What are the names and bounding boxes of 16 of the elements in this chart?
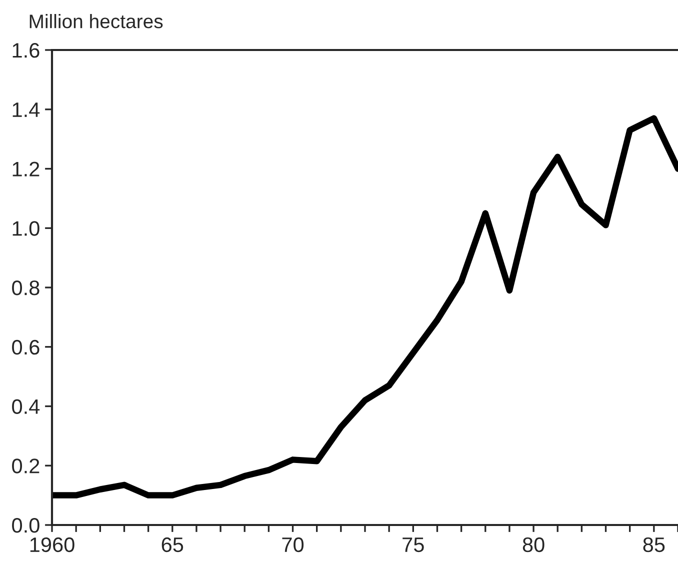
y-tick-label: 1.6 bbox=[12, 43, 40, 58]
x-tick-label: 80 bbox=[522, 537, 544, 552]
y-tick-label: 0.8 bbox=[12, 280, 40, 296]
y-tick-label: 1.4 bbox=[12, 102, 40, 117]
x-tick-label: 65 bbox=[162, 537, 184, 552]
y-tick-label: 0.0 bbox=[12, 518, 40, 533]
x-tick-label: 85 bbox=[643, 537, 665, 552]
y-tick-label: 1.0 bbox=[12, 221, 40, 236]
y-tick-label: 0.2 bbox=[12, 458, 40, 474]
x-tick-label: 70 bbox=[282, 537, 304, 552]
x-tick-label: 1960 bbox=[30, 537, 74, 552]
y-tick-label: 0.4 bbox=[12, 399, 40, 414]
y-tick-label: 1.2 bbox=[12, 162, 40, 176]
x-tick-label: 75 bbox=[402, 538, 424, 552]
y-axis-title: Million hectares bbox=[30, 14, 163, 28]
y-tick-label: 0.6 bbox=[12, 340, 40, 355]
